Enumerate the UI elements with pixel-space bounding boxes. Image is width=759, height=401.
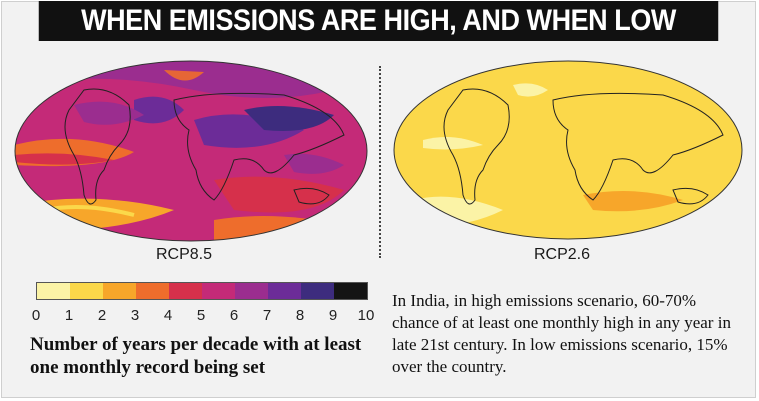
legend-swatch xyxy=(37,283,70,299)
legend-tick-label: 3 xyxy=(130,307,140,324)
legend-swatch xyxy=(136,283,169,299)
legend-swatch xyxy=(301,283,334,299)
legend-tick-label: 1 xyxy=(64,307,74,324)
color-legend xyxy=(36,282,368,300)
legend-tick-label: 6 xyxy=(229,307,239,324)
legend-tick-label: 10 xyxy=(357,307,375,324)
legend-swatch xyxy=(334,283,367,299)
map-label-rcp26: RCP2.6 xyxy=(534,246,591,263)
map-label-rcp85: RCP8.5 xyxy=(156,246,213,263)
legend-ticks: 0 1 2 3 4 5 6 7 8 9 10 xyxy=(30,307,376,327)
legend-tick-label: 0 xyxy=(31,307,41,324)
legend-tick-label: 9 xyxy=(328,307,338,324)
legend-swatch xyxy=(202,283,235,299)
map-rcp85 xyxy=(14,60,368,242)
legend-swatch xyxy=(235,283,268,299)
legend-swatch xyxy=(169,283,202,299)
legend-tick-label: 8 xyxy=(295,307,305,324)
legend-swatch xyxy=(103,283,136,299)
legend-tick-label: 2 xyxy=(97,307,107,324)
legend-tick-label: 5 xyxy=(196,307,206,324)
map-divider xyxy=(379,66,381,258)
page-title: WHEN EMISSIONS ARE HIGH, AND WHEN LOW xyxy=(38,1,719,41)
map-rcp26 xyxy=(393,60,743,240)
legend-swatch xyxy=(70,283,103,299)
india-note: In India, in high emissions scenario, 60… xyxy=(392,291,731,376)
title-text: WHEN EMISSIONS ARE HIGH, AND WHEN LOW xyxy=(81,4,676,37)
legend-tick-label: 7 xyxy=(262,307,272,324)
legend-tick-label: 4 xyxy=(163,307,173,324)
legend-caption: Number of years per decade with at least… xyxy=(30,334,362,378)
legend-swatch xyxy=(268,283,301,299)
